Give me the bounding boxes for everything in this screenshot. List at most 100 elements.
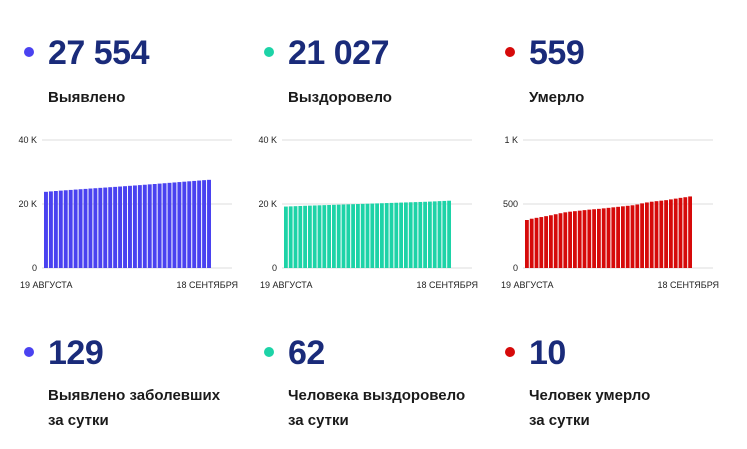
bar [58, 190, 63, 268]
bar [44, 191, 48, 268]
series-dot-icon [24, 347, 34, 357]
y-tick-label: 0 [513, 263, 518, 273]
daily-deaths-label-line1: Человек умерло [529, 387, 651, 404]
bar [678, 197, 683, 268]
bar [68, 189, 73, 268]
bar [582, 210, 587, 268]
bar [177, 182, 182, 268]
bar [404, 202, 408, 268]
bar [207, 179, 211, 268]
bar [621, 206, 625, 268]
bar [625, 205, 630, 268]
bar [563, 212, 568, 268]
daily-deaths-label-line2: за сутки [529, 412, 590, 429]
bar [389, 202, 394, 268]
bar [645, 202, 649, 268]
y-tick-label: 500 [503, 199, 518, 209]
bar [413, 202, 418, 268]
bar [113, 186, 118, 268]
bar [558, 213, 563, 268]
bar [284, 206, 288, 268]
y-tick-label: 0 [272, 263, 277, 273]
total-deaths-label: Умерло [529, 89, 585, 106]
bar [649, 201, 654, 268]
series-dot-icon [264, 47, 274, 57]
x-tick-label-start: 19 АВГУСТА [20, 280, 73, 290]
bar [53, 191, 58, 268]
y-tick-label: 20 K [258, 199, 277, 209]
chart-detected: 0 20 K 40 K 19 АВГУСТА 18 СЕНТЯБРЯ [18, 135, 238, 290]
bar [587, 209, 592, 268]
bar [664, 200, 668, 268]
total-detected-label: Выявлено [48, 89, 126, 106]
bar [351, 204, 355, 268]
bar [197, 180, 202, 268]
bar [544, 216, 548, 268]
bar [288, 206, 293, 268]
bar [611, 207, 616, 268]
bar [380, 203, 384, 268]
bar [432, 201, 437, 268]
bar [365, 203, 370, 268]
bar [123, 186, 127, 268]
bar [360, 203, 365, 268]
bar [303, 205, 307, 268]
total-detected-value: 27 554 [48, 34, 150, 72]
x-tick-label-start: 19 АВГУСТА [260, 280, 313, 290]
bar [157, 183, 162, 268]
bar [428, 201, 432, 268]
bar [182, 181, 187, 268]
bar [202, 180, 207, 268]
total-recovered-value: 21 027 [288, 34, 390, 72]
bar [312, 205, 317, 268]
bar [384, 203, 389, 268]
daily-detected-value: 129 [48, 334, 104, 372]
bar [577, 210, 582, 268]
y-tick-label: 0 [32, 263, 37, 273]
bar [142, 184, 147, 268]
daily-detected-label-line1: Выявлено заболевших [48, 387, 221, 404]
bar [654, 201, 659, 268]
bar [172, 182, 177, 268]
bar [597, 208, 601, 268]
bar [437, 201, 442, 268]
bar [103, 187, 108, 268]
bar [616, 206, 620, 268]
y-tick-label: 20 K [18, 199, 37, 209]
bar [601, 208, 606, 268]
bar [592, 209, 596, 268]
bar [408, 202, 413, 268]
bar [683, 197, 688, 268]
bar [659, 200, 664, 268]
bar [293, 206, 298, 268]
bar [346, 204, 351, 268]
bar [108, 187, 113, 268]
bar [88, 188, 93, 268]
bar [147, 184, 152, 268]
bar [336, 204, 341, 268]
bar [370, 203, 375, 268]
series-dot-icon [505, 347, 515, 357]
bar [98, 187, 103, 268]
bar [447, 200, 451, 268]
bar [375, 203, 379, 268]
x-tick-label-end: 18 СЕНТЯБРЯ [657, 280, 719, 290]
bar [606, 207, 611, 268]
stat-column-recovered: 21 027 Выздоровело 0 20 K 40 K 19 АВГУСТА 18… [240, 0, 480, 449]
bar [573, 211, 577, 268]
bar [332, 204, 336, 268]
y-tick-label: 1 K [504, 135, 518, 145]
bar [418, 201, 423, 268]
bar [539, 217, 544, 268]
y-tick-label: 40 K [258, 135, 277, 145]
bar [327, 204, 331, 268]
bar [394, 202, 399, 268]
bar [317, 205, 322, 268]
daily-recovered-label-line1: Человека выздоровело [288, 387, 466, 404]
bar [192, 180, 197, 268]
y-tick-label: 40 K [18, 135, 37, 145]
bar [128, 185, 132, 268]
chart-deaths: 0 500 1 K 19 АВГУСТА 18 СЕНТЯБРЯ [501, 135, 719, 290]
bar [399, 202, 403, 268]
daily-deaths-value: 10 [529, 334, 566, 372]
